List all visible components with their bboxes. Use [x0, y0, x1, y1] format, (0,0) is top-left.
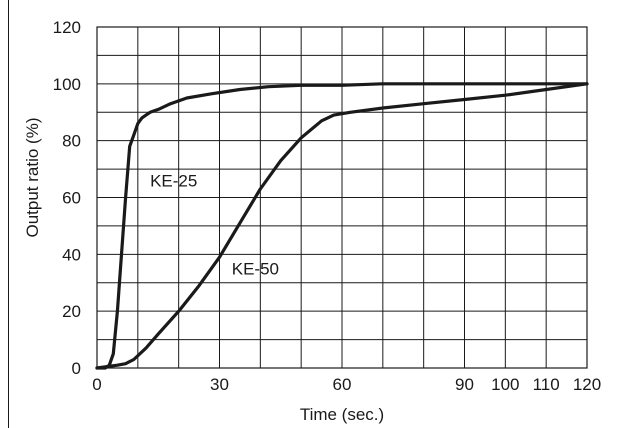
x-tick-label: 120 [573, 375, 601, 394]
series-line-ke-25 [95, 82, 589, 370]
y-tick-label: 60 [62, 189, 81, 208]
x-tick-label: 30 [210, 375, 229, 394]
y-tick-label: 80 [62, 132, 81, 151]
series-line-ke-50 [95, 82, 589, 370]
x-axis-title: Time (sec.) [300, 405, 384, 424]
plot-frame [96, 26, 588, 369]
series-labels: KE-25 KE-50 [150, 171, 279, 278]
y-tick-label: 40 [62, 245, 81, 264]
x-tick-labels: 0 30 60 90 100 110 120 [92, 375, 601, 394]
y-tick-label: 100 [53, 75, 81, 94]
x-tick-label: 60 [333, 375, 352, 394]
y-tick-label: 120 [53, 18, 81, 37]
y-tick-label: 20 [62, 302, 81, 321]
x-tick-label: 110 [533, 375, 560, 394]
x-tick-label: 100 [491, 375, 519, 394]
series-label-ke-25: KE-25 [150, 171, 197, 190]
x-tick-label: 90 [455, 375, 474, 394]
y-tick-label: 0 [72, 359, 81, 378]
grid [96, 26, 588, 369]
series-lines [95, 82, 589, 370]
y-axis-title: Output ratio (%) [23, 118, 42, 238]
series-label-ke-50: KE-50 [232, 260, 279, 279]
y-tick-labels: 0 20 40 60 80 100 120 [53, 18, 81, 378]
x-tick-label: 0 [92, 375, 101, 394]
